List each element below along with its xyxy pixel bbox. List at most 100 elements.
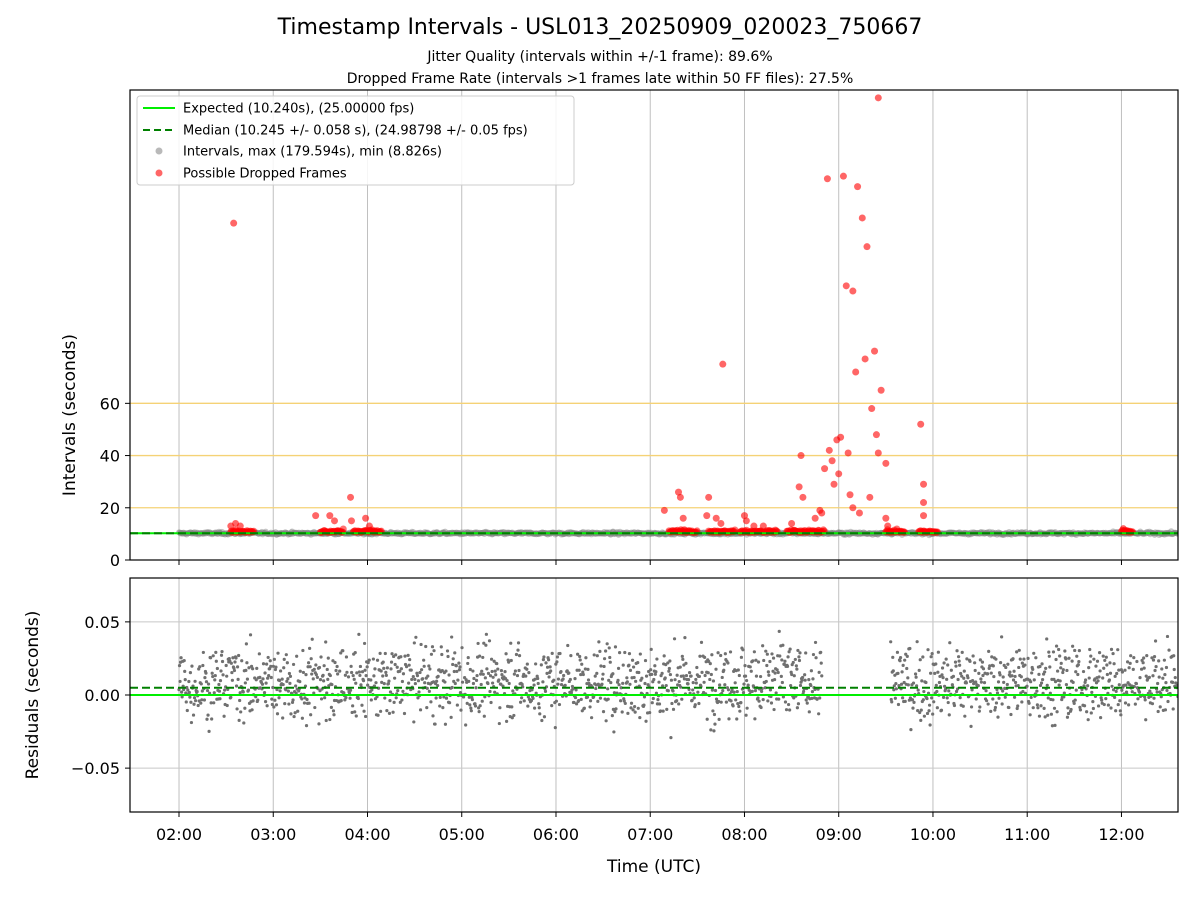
residual-point xyxy=(582,706,586,710)
residual-point xyxy=(531,696,535,700)
residual-point xyxy=(376,713,380,717)
residual-point xyxy=(605,642,609,646)
residual-point xyxy=(1164,665,1169,670)
residual-point xyxy=(1063,649,1067,653)
residual-point xyxy=(1091,706,1095,711)
residual-point xyxy=(251,699,255,703)
residual-point xyxy=(326,677,330,681)
residual-point xyxy=(951,674,956,678)
residual-point xyxy=(644,719,648,723)
residual-point xyxy=(1144,718,1148,722)
residual-point xyxy=(746,683,750,687)
residual-point xyxy=(264,681,268,685)
residual-point xyxy=(671,689,675,693)
residual-point xyxy=(922,689,926,694)
dropped-frame-point xyxy=(849,504,857,512)
residual-point xyxy=(753,688,758,693)
dropped-frame-point xyxy=(362,514,370,522)
residual-point xyxy=(913,672,918,676)
dropped-frame-point xyxy=(811,514,819,522)
residual-point xyxy=(919,718,923,722)
dropped-frame-point xyxy=(917,420,925,428)
residual-point xyxy=(954,689,959,694)
dropped-frame-point xyxy=(759,522,767,530)
residual-point xyxy=(719,653,723,658)
residual-point xyxy=(440,652,444,657)
residual-point xyxy=(1117,668,1121,672)
residual-point xyxy=(364,714,368,719)
residual-point xyxy=(1026,656,1030,660)
residual-point xyxy=(220,649,224,654)
residual-point xyxy=(653,664,657,668)
residual-point xyxy=(439,645,443,649)
residual-point xyxy=(395,665,399,669)
residual-point xyxy=(980,660,985,664)
residuals-panel xyxy=(130,578,1178,812)
residual-point xyxy=(1077,649,1081,653)
residual-point xyxy=(450,635,454,639)
residual-point xyxy=(934,662,938,666)
residual-point xyxy=(787,650,791,654)
residual-point xyxy=(1123,701,1128,705)
residual-point xyxy=(225,674,229,678)
residual-point xyxy=(272,657,276,661)
residual-point xyxy=(330,682,334,687)
residual-point xyxy=(223,688,227,692)
residual-point xyxy=(418,708,423,712)
residual-point xyxy=(309,657,313,661)
residual-point xyxy=(594,686,598,691)
residual-point xyxy=(1078,705,1082,709)
residual-point xyxy=(545,671,549,675)
residual-point xyxy=(772,677,777,682)
residual-point xyxy=(803,678,807,682)
residual-point xyxy=(793,657,797,662)
residual-point xyxy=(802,689,806,694)
residual-point xyxy=(780,658,784,662)
residual-point xyxy=(357,670,361,674)
legend-entry-label: Intervals, max (179.594s), min (8.826s) xyxy=(183,145,442,160)
dropped-frame-point xyxy=(799,493,807,501)
residual-point xyxy=(692,696,696,700)
residual-point xyxy=(356,696,360,701)
residual-point xyxy=(984,699,989,703)
residual-point xyxy=(258,675,262,679)
dropped-frame-point xyxy=(861,355,869,363)
residual-point xyxy=(1072,701,1076,705)
residual-point xyxy=(585,695,590,699)
residual-point xyxy=(188,695,192,699)
residual-point xyxy=(723,683,727,687)
residual-point xyxy=(366,683,370,687)
residual-point xyxy=(317,722,321,726)
residual-point xyxy=(433,682,438,686)
residual-point xyxy=(889,640,893,644)
residual-point xyxy=(386,682,391,686)
residual-point xyxy=(753,717,757,721)
residual-point xyxy=(933,671,937,675)
residual-point xyxy=(966,676,970,680)
residual-point xyxy=(1081,669,1086,674)
residual-point xyxy=(598,696,603,700)
legend-box xyxy=(136,95,575,186)
residual-point xyxy=(781,695,785,699)
residual-point xyxy=(1097,650,1102,655)
residual-point xyxy=(478,654,482,658)
residual-point xyxy=(988,664,992,668)
residual-point xyxy=(436,683,440,688)
residual-point xyxy=(284,653,288,657)
residual-point xyxy=(493,669,497,673)
residual-point xyxy=(474,678,479,683)
residual-point xyxy=(244,668,248,672)
residual-point xyxy=(275,712,280,716)
residual-point xyxy=(335,664,339,669)
residual-point xyxy=(362,709,366,713)
residual-point xyxy=(218,697,222,701)
residual-point xyxy=(374,681,378,685)
residual-point xyxy=(809,669,813,673)
residual-point xyxy=(978,705,982,709)
residual-point xyxy=(212,691,216,695)
residual-point xyxy=(322,679,326,683)
residual-point xyxy=(532,706,537,710)
residual-point xyxy=(350,710,354,715)
residual-point xyxy=(238,698,242,703)
residual-point xyxy=(254,678,258,682)
